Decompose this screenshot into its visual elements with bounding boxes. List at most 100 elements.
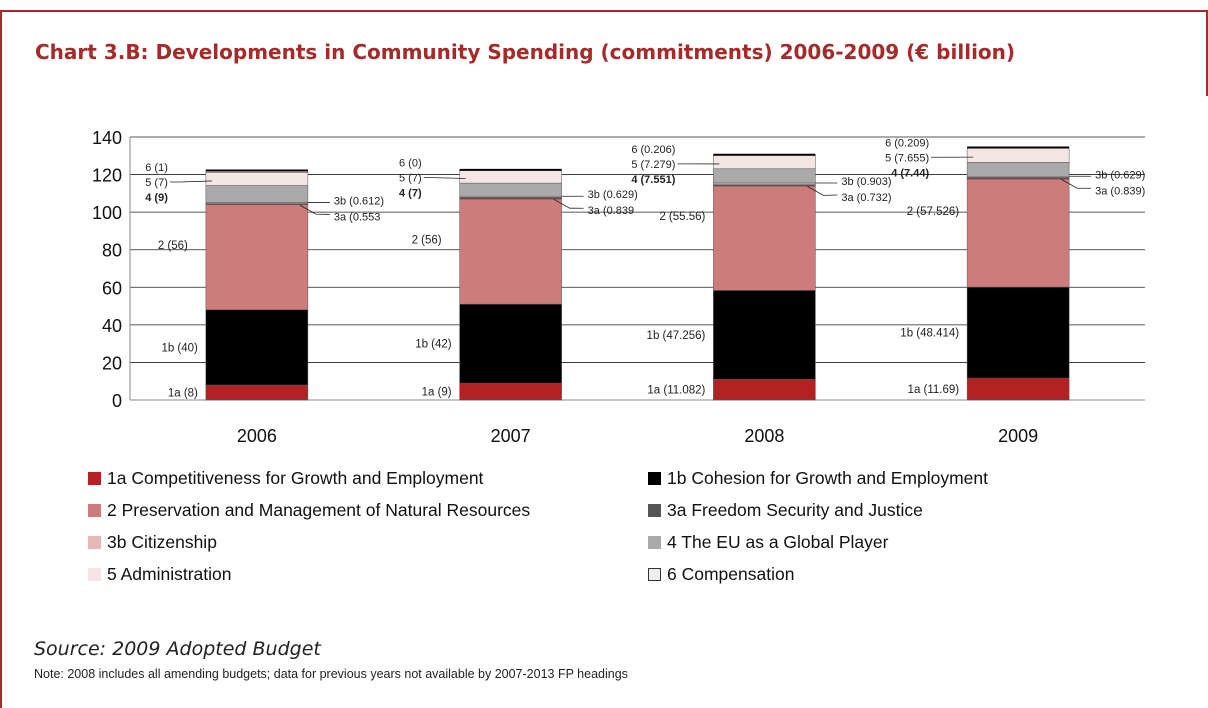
- source-text: Source: 2009 Adopted Budget: [34, 638, 321, 660]
- legend-swatch-1a: [88, 472, 101, 485]
- bar-segment-4: [459, 182, 562, 197]
- leader-line-5: [169, 180, 212, 183]
- data-label-3b: 3b (0.903): [841, 176, 891, 188]
- frame-right-border: [1206, 10, 1208, 96]
- legend-label-1b: 1b Cohesion for Growth and Employment: [667, 468, 988, 488]
- leader-line-3a: [553, 198, 584, 209]
- data-label-1b: 1b (47.256): [647, 330, 706, 342]
- data-label-1a: 1a (9): [422, 387, 452, 399]
- data-label-2: 2 (56): [412, 235, 442, 247]
- chart-title: Chart 3.B: Developments in Community Spe…: [35, 40, 1016, 64]
- data-label-4: 4 (7): [399, 188, 422, 200]
- bar-segment-5: [713, 154, 816, 170]
- leader-line-3a: [299, 204, 330, 215]
- leader-line-5: [423, 177, 466, 179]
- data-label-6: 6 (0.209): [885, 137, 929, 149]
- y-tick-label: 20: [102, 353, 122, 373]
- data-label-1a: 1a (11.082): [647, 385, 705, 397]
- bar-segment-1b: [205, 309, 309, 386]
- frame-top-border: [0, 10, 1208, 12]
- y-tick-label: 60: [102, 278, 122, 298]
- bar-segment-4: [966, 162, 1070, 177]
- legend-item-3a: 3a Freedom Security and Justice: [648, 500, 923, 521]
- bar-segment-1a: [459, 382, 562, 401]
- bar-segment-5: [459, 169, 562, 184]
- legend-item-2: 2 Preservation and Management of Natural…: [88, 500, 530, 521]
- bar-segment-1a: [713, 378, 816, 401]
- bar-segment-5: [205, 172, 309, 186]
- legend-label-2: 2 Preservation and Management of Natural…: [107, 500, 531, 520]
- legend-swatch-2: [88, 504, 101, 517]
- legend-label-6: 6 Compensation: [667, 564, 795, 584]
- data-label-1b: 1b (48.414): [900, 328, 959, 340]
- data-label-5: 5 (7.655): [885, 152, 929, 164]
- y-tick-label: 80: [102, 241, 122, 261]
- legend-swatch-4: [648, 536, 661, 549]
- data-label-5: 5 (7): [399, 173, 422, 185]
- data-label-5: 5 (7.279): [631, 159, 675, 171]
- legend-item-4: 4 The EU as a Global Player: [648, 532, 888, 553]
- legend-item-6: 6 Compensation: [648, 564, 794, 585]
- data-label-4: 4 (7.44): [891, 167, 929, 179]
- x-tick-label: 2009: [998, 426, 1038, 446]
- legend-swatch-3a: [648, 504, 661, 517]
- bar-segment-1b: [459, 303, 562, 384]
- data-label-1b: 1b (42): [415, 339, 452, 351]
- data-label-1a: 1a (8): [168, 387, 198, 399]
- bar-segment-1b: [713, 290, 816, 380]
- legend-label-5: 5 Administration: [107, 564, 232, 584]
- bar-segment-1b: [966, 286, 1070, 379]
- y-tick-label: 100: [92, 203, 122, 223]
- data-label-2: 2 (57.526): [907, 206, 960, 218]
- data-label-3a: 3a (0.839: [588, 205, 634, 217]
- bar-segment-2: [205, 204, 309, 311]
- legend-item-3b: 3b Citizenship: [88, 532, 217, 553]
- legend-label-3a: 3a Freedom Security and Justice: [667, 500, 923, 520]
- legend-item-5: 5 Administration: [88, 564, 232, 585]
- bar-segment-4: [205, 185, 309, 203]
- legend-swatch-1b: [648, 472, 661, 485]
- bar-segment-1a: [205, 384, 309, 401]
- leader-line-3a: [1060, 178, 1092, 189]
- legend-item-1b: 1b Cohesion for Growth and Employment: [648, 468, 988, 489]
- bar-segment-2: [966, 178, 1070, 288]
- bar-segment-2: [459, 198, 562, 305]
- bar-segment-4: [713, 168, 816, 184]
- bar-segment-3b: [713, 182, 816, 185]
- legend-label-4: 4 The EU as a Global Player: [667, 532, 889, 552]
- bar-segment-1a: [966, 377, 1070, 401]
- data-label-3b: 3b (0.629): [588, 189, 638, 201]
- bar-segment-2: [713, 185, 816, 291]
- data-label-4: 4 (7.551): [631, 174, 675, 186]
- frame-left-border: [0, 10, 2, 708]
- data-label-3a: 3a (0.732): [841, 192, 891, 204]
- y-tick-label: 140: [92, 128, 122, 148]
- data-label-3b: 3b (0.629): [1095, 169, 1145, 181]
- note-text: Note: 2008 includes all amending budgets…: [34, 667, 628, 681]
- legend-swatch-5: [88, 568, 101, 581]
- x-tick-label: 2007: [491, 426, 531, 446]
- data-label-6: 6 (0.206): [631, 144, 675, 156]
- x-tick-label: 2006: [237, 426, 277, 446]
- data-label-1b: 1b (40): [161, 342, 198, 354]
- data-label-1a: 1a (11.69): [908, 384, 960, 396]
- data-label-5: 5 (7): [145, 177, 168, 189]
- data-label-6: 6 (0): [399, 158, 422, 170]
- legend-item-1a: 1a Competitiveness for Growth and Employ…: [88, 468, 483, 489]
- data-label-3a: 3a (0.839): [1095, 185, 1145, 197]
- leader-line-3a: [807, 185, 838, 196]
- y-tick-label: 40: [102, 316, 122, 336]
- data-label-6: 6 (1): [145, 162, 168, 174]
- data-label-3a: 3a (0.553: [334, 211, 380, 223]
- legend-label-1a: 1a Competitiveness for Growth and Employ…: [107, 468, 484, 488]
- y-tick-label: 0: [112, 391, 122, 411]
- data-label-2: 2 (56): [158, 240, 188, 252]
- legend-swatch-3b: [88, 536, 101, 549]
- data-label-2: 2 (55.56): [659, 211, 705, 223]
- x-tick-label: 2008: [744, 426, 784, 446]
- stacked-bar-chart: 0 20 40 60 80 100 120 140 2006 1a (8) 1b (40) 2 (56…: [92, 128, 1145, 446]
- data-label-3b: 3b (0.612): [334, 195, 384, 207]
- legend-swatch-6: [648, 568, 661, 581]
- y-tick-label: 120: [92, 166, 122, 186]
- bar-segment-5: [966, 147, 1070, 163]
